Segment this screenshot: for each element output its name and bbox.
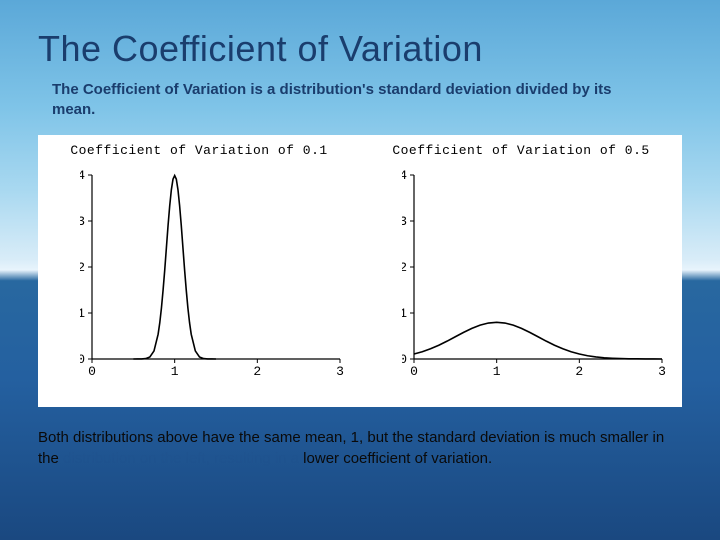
svg-text:1: 1 [402, 306, 407, 321]
chart-panel-right: Coefficient of Variation of 0.5 0 1 2 3 0 1 2 3… [360, 135, 682, 407]
chart-svg-right: 0 1 2 3 0 1 2 3 4 [402, 169, 670, 379]
svg-text:4: 4 [80, 169, 85, 183]
svg-text:0: 0 [402, 352, 407, 367]
svg-text:1: 1 [80, 306, 85, 321]
svg-text:0: 0 [410, 364, 418, 379]
chart-title-left: Coefficient of Variation of 0.1 [38, 135, 360, 158]
svg-text:3: 3 [80, 214, 85, 229]
svg-text:3: 3 [336, 364, 344, 379]
svg-text:2: 2 [402, 260, 407, 275]
plot-area-right: 0 1 2 3 0 1 2 3 4 [402, 169, 670, 379]
chart-panel-left: Coefficient of Variation of 0.1 0 1 2 3 0 1 2 3… [38, 135, 360, 407]
svg-text:0: 0 [80, 352, 85, 367]
slide: The Coefficient of Variation The Coeffic… [0, 0, 720, 540]
svg-text:1: 1 [493, 364, 501, 379]
caption-text: Both distributions above have the same m… [38, 427, 678, 469]
svg-text:2: 2 [253, 364, 261, 379]
svg-text:3: 3 [402, 214, 407, 229]
plot-area-left: 0 1 2 3 0 1 2 3 4 [80, 169, 348, 379]
svg-text:4: 4 [402, 169, 407, 183]
subtitle-text: The Coefficient of Variation is a distri… [52, 80, 652, 121]
caption-ghost: distribution on the left, resulting in a [63, 450, 299, 467]
caption-part-c: lower coefficient of variation. [299, 450, 492, 467]
svg-text:3: 3 [658, 364, 666, 379]
charts-row: Coefficient of Variation of 0.1 0 1 2 3 0 1 2 3… [38, 135, 682, 407]
svg-text:2: 2 [575, 364, 583, 379]
svg-text:2: 2 [80, 260, 85, 275]
chart-title-right: Coefficient of Variation of 0.5 [360, 135, 682, 158]
page-title: The Coefficient of Variation [38, 28, 682, 70]
svg-text:0: 0 [88, 364, 96, 379]
svg-text:1: 1 [171, 364, 179, 379]
chart-svg-left: 0 1 2 3 0 1 2 3 4 [80, 169, 348, 379]
